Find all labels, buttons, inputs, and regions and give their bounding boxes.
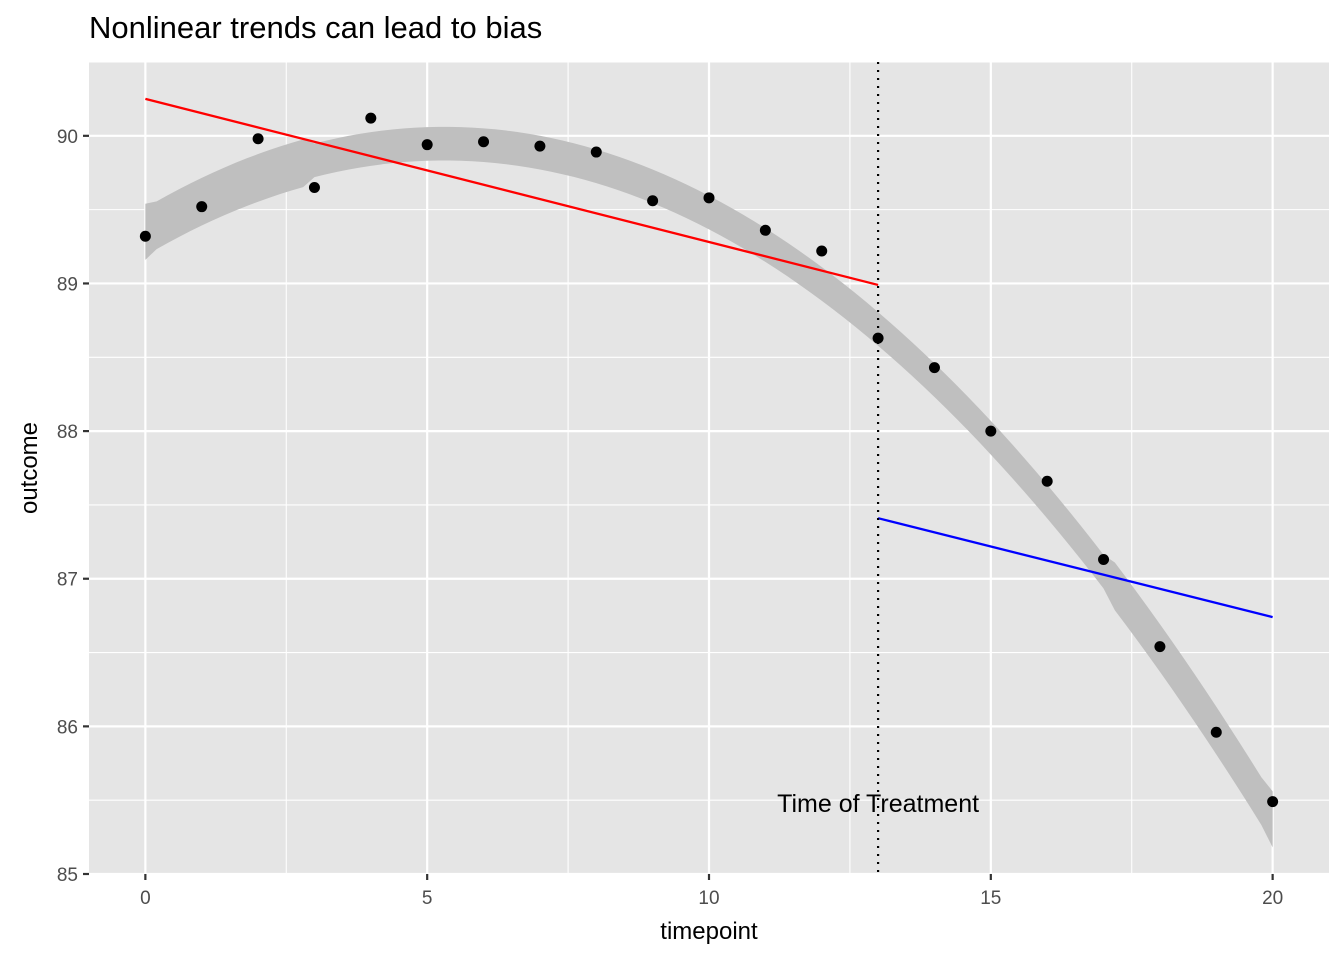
data-point: [1041, 475, 1053, 487]
x-tick-label: 15: [980, 888, 1001, 909]
y-tick-label: 87: [57, 570, 78, 591]
data-point: [252, 133, 264, 145]
data-point: [759, 224, 771, 236]
data-point: [816, 245, 828, 257]
smooth-band: [145, 126, 1273, 848]
data-point: [1267, 796, 1279, 808]
smooth-band-area: [145, 126, 1273, 848]
y-tick-label: 86: [57, 717, 78, 738]
data-point: [928, 362, 940, 374]
data-point: [872, 332, 884, 344]
x-tick-label: 5: [422, 888, 433, 909]
data-points: [139, 112, 1279, 808]
data-point: [985, 425, 997, 437]
x-axis: 0 5 10 15 20: [140, 874, 1283, 909]
data-point: [308, 181, 320, 193]
y-axis: 85 86 87 88 89 90: [57, 127, 89, 886]
y-axis-title: outcome: [16, 422, 43, 514]
data-point: [1098, 554, 1110, 566]
data-point: [196, 201, 208, 213]
data-point: [590, 146, 602, 158]
annotation-label: Time of Treatment: [777, 790, 979, 818]
x-tick-label: 20: [1262, 888, 1283, 909]
data-point: [1154, 641, 1166, 653]
y-tick-label: 88: [57, 422, 78, 443]
data-point: [703, 192, 715, 204]
y-tick-label: 89: [57, 274, 78, 295]
x-tick-label: 0: [140, 888, 151, 909]
data-point: [1210, 726, 1222, 738]
grid: [89, 61, 1329, 876]
data-point: [478, 136, 490, 148]
post-treatment-trend-line: [877, 517, 1273, 619]
data-point: [647, 195, 659, 207]
data-point: [139, 230, 151, 242]
pre-treatment-trend-line: [145, 97, 879, 287]
y-tick-label: 90: [57, 127, 78, 148]
data-point: [365, 112, 377, 124]
chart-title: Nonlinear trends can lead to bias: [89, 10, 542, 45]
data-point: [421, 139, 433, 151]
x-axis-title: timepoint: [660, 918, 758, 945]
data-point: [534, 140, 546, 152]
trend-segments: [145, 97, 1273, 619]
x-tick-label: 10: [698, 888, 719, 909]
y-tick-label: 85: [57, 865, 78, 886]
